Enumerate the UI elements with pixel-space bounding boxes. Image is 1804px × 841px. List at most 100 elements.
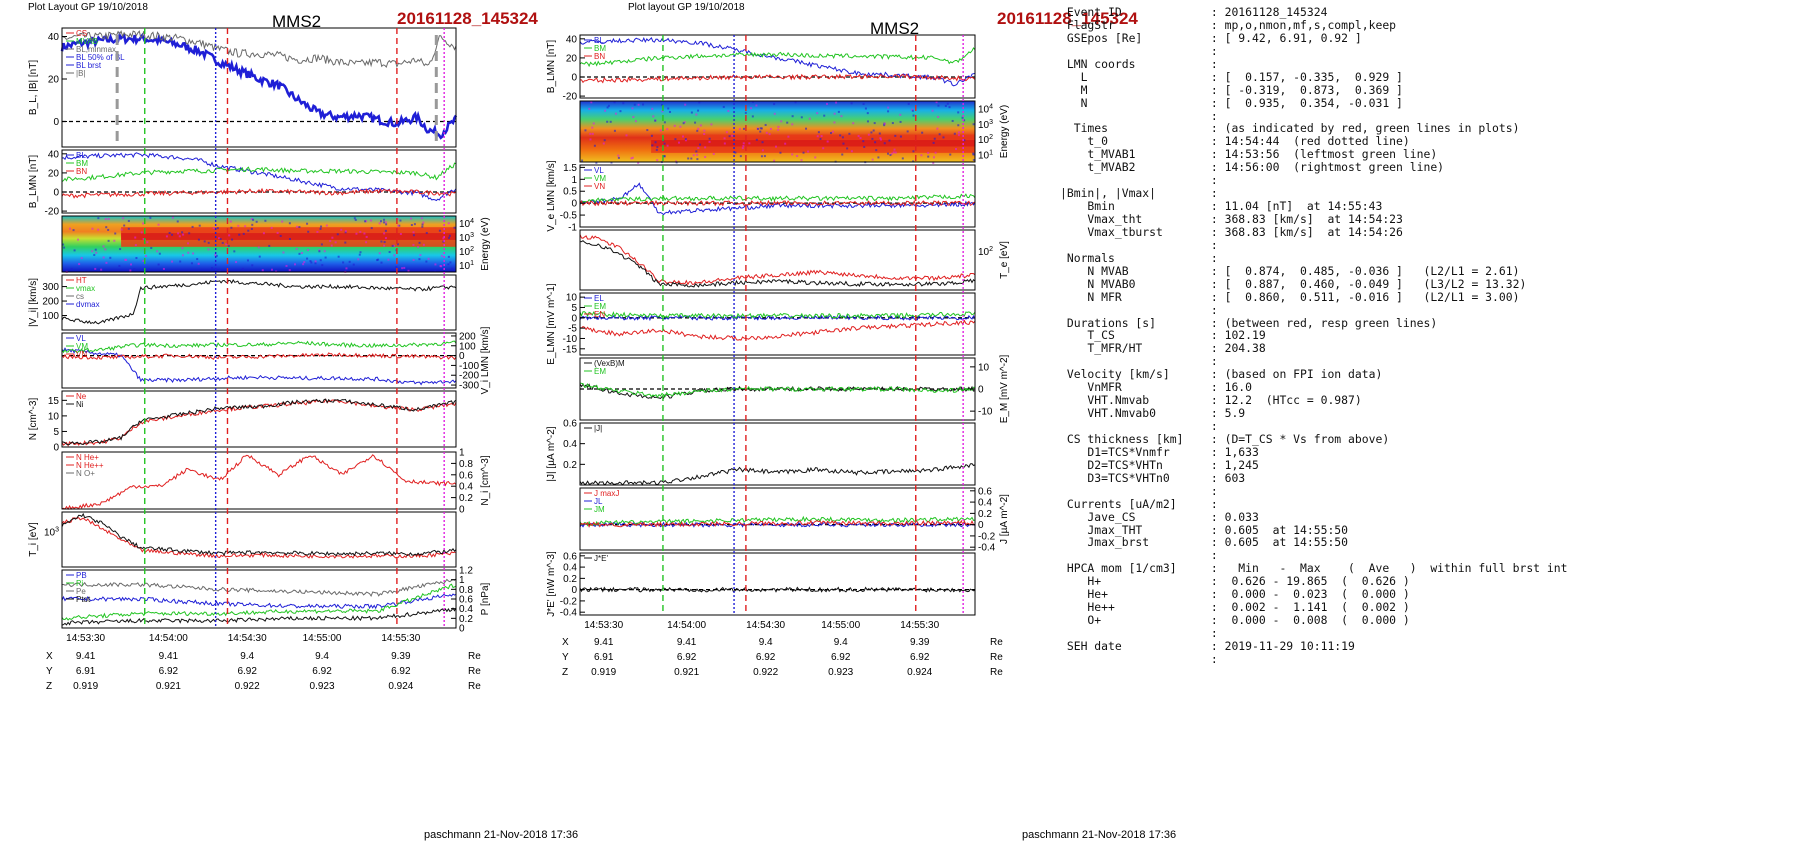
spectrogram-speck xyxy=(157,223,160,226)
spectrogram-speck xyxy=(651,107,654,110)
y-tick-label: -0.2 xyxy=(560,596,578,607)
spectrogram-speck xyxy=(192,252,195,255)
spectrogram-speck xyxy=(816,112,819,115)
y-tick-label: 1 xyxy=(459,575,465,586)
legend-label: BL xyxy=(594,36,604,45)
y-tick-exponent: 4 xyxy=(470,218,474,225)
spectrogram-speck xyxy=(395,266,398,269)
spectrogram-speck xyxy=(697,127,700,130)
spectrogram-speck xyxy=(309,260,312,263)
spectrogram-speck xyxy=(696,158,699,161)
spectrogram-speck xyxy=(697,109,700,112)
spectrogram-speck xyxy=(870,131,873,134)
spectrogram-speck xyxy=(666,144,669,147)
spectrogram-speck xyxy=(325,224,328,227)
legend-label: VL xyxy=(594,166,604,175)
spectrogram-speck xyxy=(295,225,298,228)
spectrogram-speck xyxy=(127,227,130,230)
spectrogram-speck xyxy=(816,135,819,138)
legend-label: J maxJ xyxy=(594,489,619,498)
info-line: : xyxy=(1060,483,1218,498)
spectrogram-speck xyxy=(340,228,343,231)
y-tick-label: -0.4 xyxy=(978,543,996,554)
y-tick-label: 200 xyxy=(42,297,59,308)
right-spacecraft-title: MMS2 xyxy=(870,19,919,38)
spectrogram-speck xyxy=(383,218,386,221)
spectrogram-speck xyxy=(182,233,185,236)
spectrogram-speck xyxy=(863,145,866,148)
spectrogram-speck xyxy=(830,132,833,135)
legend-label: EM xyxy=(594,302,606,311)
spectrogram-speck xyxy=(376,259,379,262)
spectrogram-speck xyxy=(661,110,664,113)
spectrogram-speck xyxy=(176,220,179,223)
y-tick-label: 10 xyxy=(566,293,578,304)
spectrogram-speck xyxy=(823,114,826,117)
spectrogram-speck xyxy=(447,255,450,258)
time-tick-label: 14:55:00 xyxy=(821,620,860,631)
spectrogram-speck xyxy=(846,147,849,150)
info-line: |Bmin|, |Vmax| : xyxy=(1060,186,1218,201)
spectrogram-speck xyxy=(755,104,758,107)
spectrogram-speck xyxy=(218,269,221,272)
y-tick-label: 10 xyxy=(48,411,60,422)
spectrogram-speck xyxy=(899,135,902,138)
series-line xyxy=(60,31,458,140)
y-axis-label: Energy (eV) xyxy=(999,105,1010,158)
info-line: Event ID : 20161128_145324 xyxy=(1060,5,1328,19)
spectrogram-speck xyxy=(787,135,790,138)
series-line xyxy=(61,30,457,69)
spectrogram-speck xyxy=(307,230,310,233)
spectrogram-speck xyxy=(822,147,825,150)
y-tick-label: 0 xyxy=(571,199,577,210)
spectrogram-speck xyxy=(306,257,309,260)
spectrogram-core xyxy=(651,140,975,147)
spectrogram-speck xyxy=(69,227,72,230)
spectrogram-speck xyxy=(181,254,184,257)
position-row-label: Z xyxy=(562,667,568,678)
spectrogram-speck xyxy=(336,233,339,236)
position-value: 9.4 xyxy=(834,637,848,648)
info-line: : xyxy=(1060,548,1218,563)
legend-label: Ni xyxy=(76,400,84,409)
legend-label: Pi xyxy=(76,579,83,588)
info-line: t_0 : 14:54:44 (red dotted line) xyxy=(1060,134,1410,149)
spectrogram-speck xyxy=(759,130,762,133)
legend-label: EL xyxy=(594,294,604,303)
spectrogram-speck xyxy=(899,113,902,116)
y-tick-label: 0 xyxy=(571,73,577,84)
spectrogram-speck xyxy=(392,244,395,247)
spectrogram-speck xyxy=(257,246,260,249)
spectrogram-speck xyxy=(920,154,923,157)
spectrogram-speck xyxy=(321,264,324,267)
legend-label: VM xyxy=(594,174,606,183)
spectrogram-speck xyxy=(949,153,952,156)
spectrogram-speck xyxy=(229,220,232,223)
spectrogram-speck xyxy=(225,243,228,246)
spectrogram-speck xyxy=(894,134,897,137)
spectrogram-speck xyxy=(363,232,366,235)
position-value: 6.91 xyxy=(76,666,96,677)
spectrogram-speck xyxy=(365,235,368,238)
position-value: 0.921 xyxy=(156,681,181,692)
spectrogram-speck xyxy=(344,230,347,233)
spectrogram-speck xyxy=(819,137,822,140)
y-tick-label: 0.4 xyxy=(459,482,473,493)
spectrogram-speck xyxy=(298,252,301,255)
spectrogram-speck xyxy=(78,263,81,266)
spectrogram-speck xyxy=(590,101,593,104)
spectrogram-speck xyxy=(171,260,174,263)
spectrogram-speck xyxy=(218,237,221,240)
spectrogram-speck xyxy=(241,267,244,270)
y-tick-label: 5 xyxy=(53,427,59,438)
spectrogram-speck xyxy=(410,223,413,226)
series-line xyxy=(579,199,976,207)
spectrogram-speck xyxy=(396,268,399,271)
spectrogram-speck xyxy=(866,112,869,115)
spectrogram-speck xyxy=(162,267,165,270)
position-row-label: Y xyxy=(562,652,569,663)
spectrogram-speck xyxy=(632,115,635,118)
spectrogram-speck xyxy=(197,262,200,265)
